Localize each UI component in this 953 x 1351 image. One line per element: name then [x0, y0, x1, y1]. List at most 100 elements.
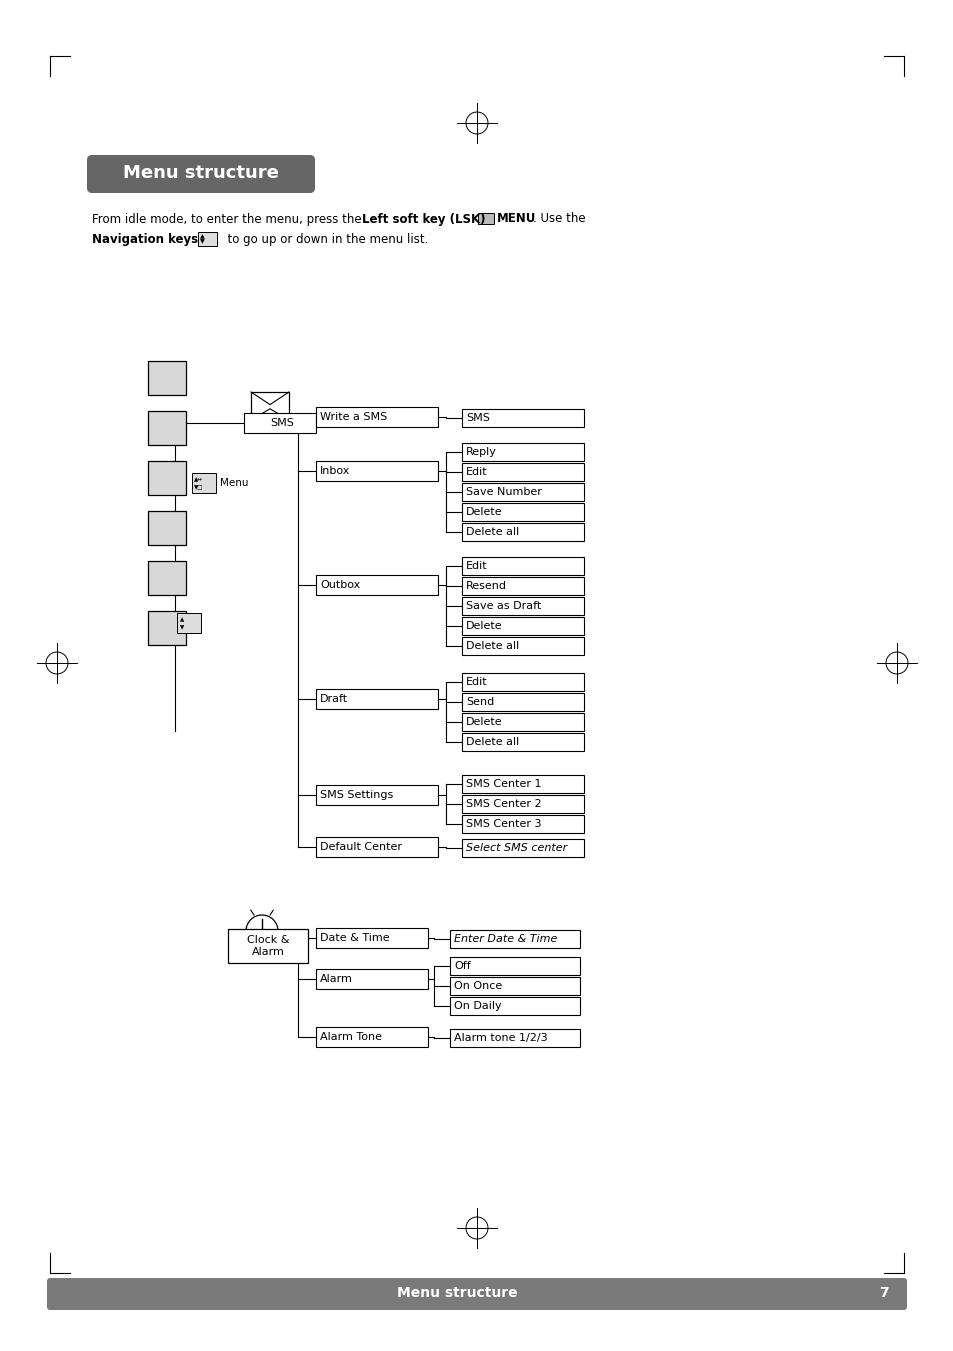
Text: . Use the: . Use the	[533, 212, 585, 226]
Text: Edit: Edit	[465, 561, 487, 571]
Text: Menu: Menu	[220, 478, 248, 488]
Bar	[315, 1027, 428, 1047]
Bar	[450, 1029, 579, 1047]
Text: Off: Off	[454, 961, 470, 971]
Text: Write a SMS: Write a SMS	[319, 412, 387, 422]
Text: Menu structure: Menu structure	[396, 1286, 517, 1300]
Text: Delete: Delete	[465, 507, 502, 517]
Text: ▲↔: ▲↔	[193, 477, 203, 482]
Bar	[251, 392, 289, 420]
Text: Send: Send	[465, 697, 494, 707]
Bar	[148, 511, 186, 544]
Text: Inbox: Inbox	[319, 466, 350, 476]
Bar	[461, 673, 583, 690]
Text: Navigation keys: Navigation keys	[91, 232, 198, 246]
Text: SMS Center 3: SMS Center 3	[465, 819, 541, 830]
Text: Clock &: Clock &	[247, 935, 289, 944]
Bar	[461, 557, 583, 576]
Bar	[461, 839, 583, 857]
Text: Delete all: Delete all	[465, 527, 518, 536]
Text: SMS: SMS	[270, 417, 294, 428]
Bar	[461, 463, 583, 481]
Text: Delete: Delete	[465, 717, 502, 727]
Bar	[450, 957, 579, 975]
Text: ▲: ▲	[180, 617, 184, 623]
Bar	[148, 561, 186, 594]
Bar	[461, 503, 583, 521]
Bar	[477, 213, 494, 224]
FancyBboxPatch shape	[87, 155, 314, 193]
Text: Alarm tone 1/2/3: Alarm tone 1/2/3	[454, 1034, 547, 1043]
Bar	[148, 411, 186, 444]
Bar	[315, 785, 437, 805]
Text: Delete: Delete	[465, 621, 502, 631]
Text: Left soft key (LSK): Left soft key (LSK)	[361, 212, 485, 226]
Text: Reply: Reply	[465, 447, 497, 457]
Text: MENU: MENU	[497, 212, 536, 226]
Text: Save Number: Save Number	[465, 486, 541, 497]
Text: SMS: SMS	[465, 413, 489, 423]
Bar	[244, 413, 315, 434]
Text: Delete all: Delete all	[465, 738, 518, 747]
Text: Alarm Tone: Alarm Tone	[319, 1032, 381, 1042]
Text: Select SMS center: Select SMS center	[465, 843, 567, 852]
Bar	[461, 523, 583, 540]
Bar	[461, 617, 583, 635]
Bar	[461, 577, 583, 594]
Text: Delete all: Delete all	[465, 640, 518, 651]
Text: Menu structure: Menu structure	[123, 163, 278, 182]
Text: Outbox: Outbox	[319, 580, 360, 590]
Bar	[198, 232, 216, 246]
Bar	[315, 461, 437, 481]
Bar	[450, 997, 579, 1015]
Bar	[461, 409, 583, 427]
Text: SMS Center 1: SMS Center 1	[465, 780, 541, 789]
Text: Edit: Edit	[465, 677, 487, 688]
Text: Edit: Edit	[465, 467, 487, 477]
Bar	[461, 734, 583, 751]
Bar	[461, 597, 583, 615]
Bar	[315, 689, 437, 709]
Text: On Once: On Once	[454, 981, 501, 992]
Bar	[315, 407, 437, 427]
Text: Save as Draft: Save as Draft	[465, 601, 540, 611]
Bar	[228, 929, 308, 963]
Bar	[192, 473, 215, 493]
Text: Enter Date & Time: Enter Date & Time	[454, 934, 557, 944]
Text: ▼□: ▼□	[193, 485, 203, 490]
Bar	[461, 775, 583, 793]
FancyBboxPatch shape	[47, 1278, 906, 1310]
Bar	[315, 838, 437, 857]
Text: ▼: ▼	[180, 626, 184, 631]
Bar	[148, 611, 186, 644]
Text: Draft: Draft	[319, 694, 348, 704]
Text: Alarm: Alarm	[252, 947, 284, 957]
Bar	[461, 638, 583, 655]
Text: From idle mode, to enter the menu, press the: From idle mode, to enter the menu, press…	[91, 212, 365, 226]
Text: ▼: ▼	[200, 239, 205, 245]
Bar	[148, 361, 186, 394]
Bar	[461, 713, 583, 731]
Bar	[461, 815, 583, 834]
Text: Alarm: Alarm	[319, 974, 353, 984]
Bar	[315, 928, 428, 948]
Text: Date & Time: Date & Time	[319, 934, 389, 943]
Text: SMS Settings: SMS Settings	[319, 790, 393, 800]
Bar	[461, 693, 583, 711]
Bar	[315, 969, 428, 989]
Bar	[315, 576, 437, 594]
Text: Resend: Resend	[465, 581, 506, 590]
Bar	[450, 929, 579, 948]
Bar	[177, 613, 201, 634]
Text: Default Center: Default Center	[319, 842, 401, 852]
Bar	[461, 443, 583, 461]
Text: ▲: ▲	[200, 235, 205, 239]
Text: SMS Center 2: SMS Center 2	[465, 798, 541, 809]
Bar	[461, 484, 583, 501]
Bar	[450, 977, 579, 994]
Text: to go up or down in the menu list.: to go up or down in the menu list.	[220, 232, 428, 246]
Text: 7: 7	[879, 1286, 888, 1300]
Text: On Daily: On Daily	[454, 1001, 501, 1011]
Bar	[461, 794, 583, 813]
Bar	[148, 461, 186, 494]
